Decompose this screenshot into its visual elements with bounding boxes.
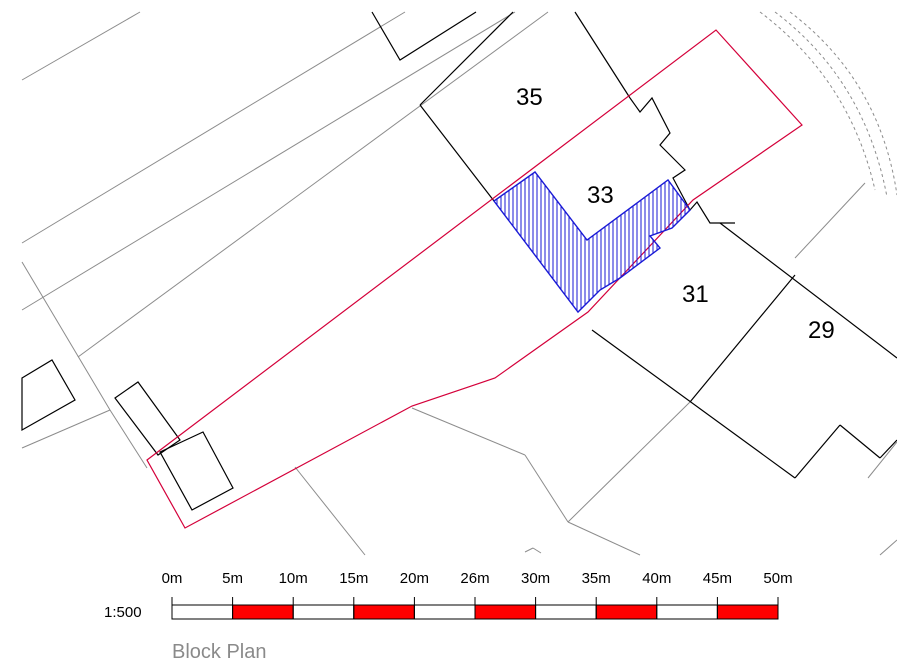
scale-segment <box>474 604 537 620</box>
scale-segment <box>413 604 476 620</box>
scale-segment <box>292 604 355 620</box>
scale-segment <box>171 604 234 620</box>
scale-bar: 0m 5m 10m 15m 20m 26m 30m 35m 40m 45m 50m 1:500 <box>104 570 793 621</box>
building-outlines <box>21 11 897 511</box>
scale-tick-label: 30m <box>521 570 550 587</box>
site-boundary <box>146 29 803 529</box>
scale-tick-label: 20m <box>400 570 429 587</box>
plot-label-31: 31 <box>682 281 709 308</box>
scale-segment <box>595 604 658 620</box>
context-lines <box>21 11 897 556</box>
scale-tick-label: 15m <box>339 570 368 587</box>
scale-tick-label: 5m <box>222 570 243 587</box>
scale-tick-label: 35m <box>582 570 611 587</box>
plot-label-35: 35 <box>516 84 543 111</box>
scale-bar-tick-labels: 0m 5m 10m 15m 20m 26m 30m 35m 40m 45m 50m <box>162 570 793 587</box>
scale-ratio-label: 1:500 <box>104 604 142 621</box>
block-plan-caption: Block Plan <box>172 641 267 663</box>
scale-tick-label: 26m <box>460 570 489 587</box>
scale-tick-label: 50m <box>763 570 792 587</box>
scale-segment <box>353 604 415 620</box>
scale-bar-ticks <box>171 597 779 619</box>
scale-segment <box>716 604 779 620</box>
scale-segment <box>656 604 718 620</box>
scale-tick-label: 40m <box>642 570 671 587</box>
plot-label-29: 29 <box>808 317 835 344</box>
scale-segment <box>535 604 597 620</box>
scale-segment <box>232 604 294 620</box>
scale-bar-segments <box>171 604 779 620</box>
scale-tick-label: 10m <box>279 570 308 587</box>
scale-tick-label: 45m <box>703 570 732 587</box>
proposed-extension-hatch <box>493 171 691 314</box>
scale-tick-label: 0m <box>162 570 183 587</box>
plot-label-33: 33 <box>587 182 614 209</box>
road-edge-dashed <box>759 11 897 198</box>
